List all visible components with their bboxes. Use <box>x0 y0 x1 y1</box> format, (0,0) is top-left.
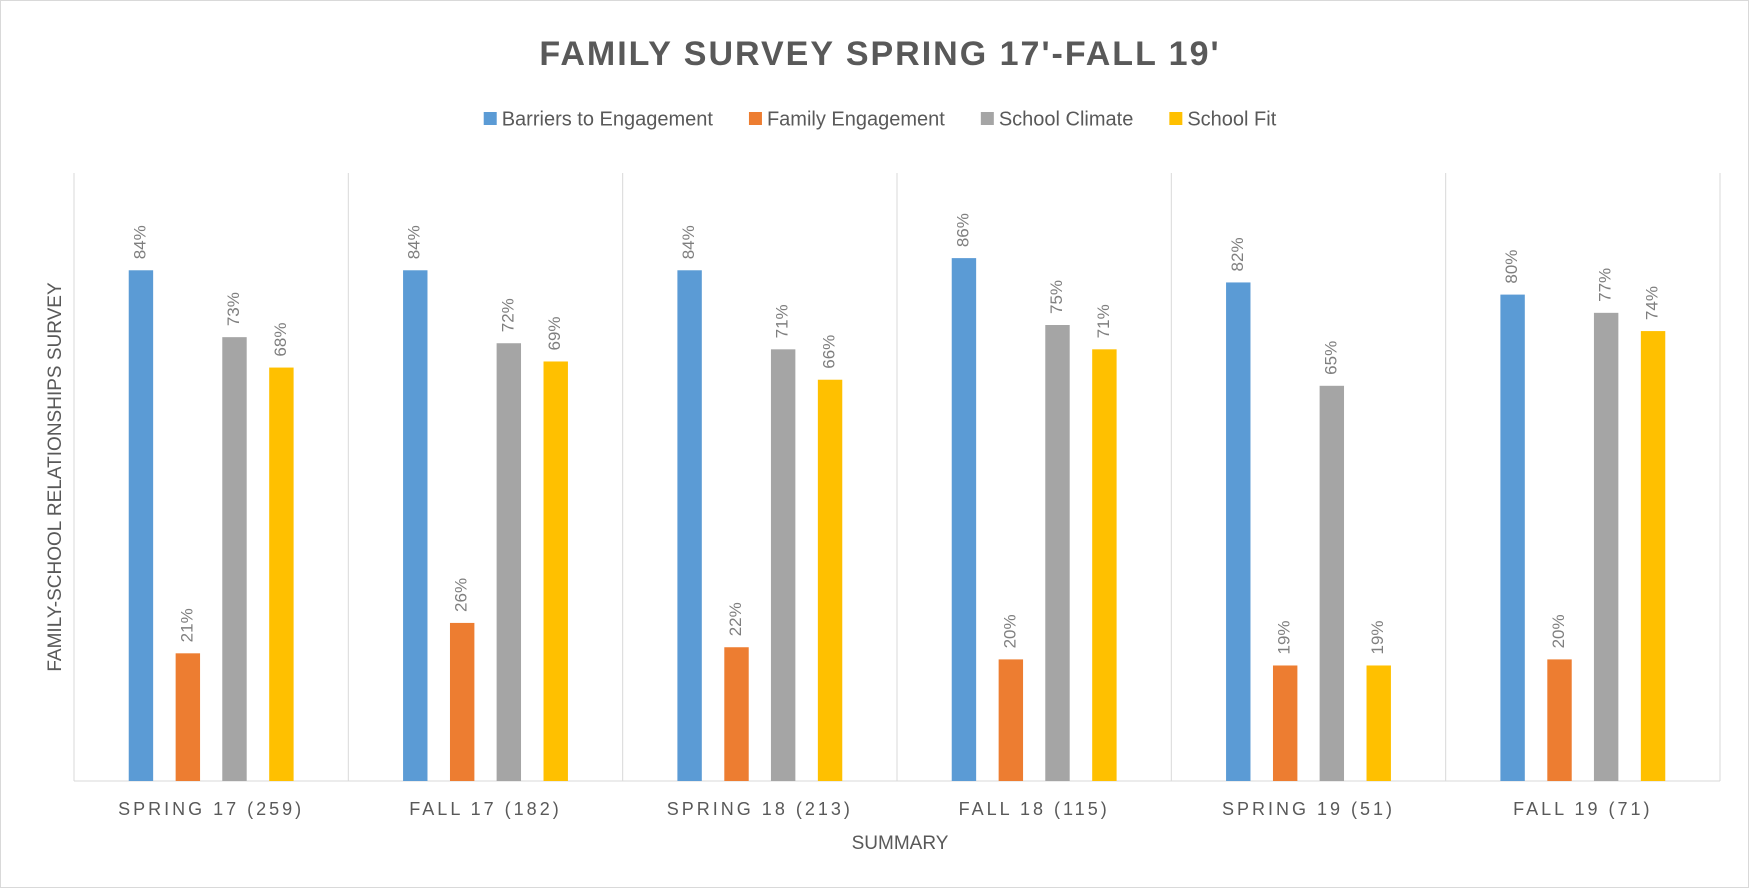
bar <box>951 258 977 781</box>
data-label: 20% <box>1549 614 1568 648</box>
data-label: 20% <box>1000 614 1019 648</box>
bar <box>1366 665 1391 781</box>
bar <box>543 361 568 781</box>
data-label: 77% <box>1596 268 1615 302</box>
bar <box>1272 665 1298 781</box>
bar <box>1045 325 1070 781</box>
chart-title: FAMILY SURVEY SPRING 17'-FALL 19' <box>539 35 1220 73</box>
x-axis-title: SUMMARY <box>852 833 949 854</box>
data-label: 26% <box>452 578 471 612</box>
data-label: 82% <box>1228 237 1247 271</box>
data-label: 74% <box>1643 286 1662 320</box>
data-label: 75% <box>1047 280 1066 314</box>
bar <box>1547 659 1572 781</box>
data-label: 66% <box>820 335 839 369</box>
x-tick-label: FALL 18 (115) <box>959 799 1110 819</box>
bar <box>496 343 522 781</box>
bar <box>1640 331 1666 781</box>
bar <box>817 379 843 781</box>
bar <box>269 367 294 781</box>
data-label: 72% <box>498 298 517 332</box>
bar <box>449 622 475 781</box>
legend-label: Family Engagement <box>767 108 945 130</box>
data-label: 22% <box>726 602 745 636</box>
bar <box>1500 294 1525 781</box>
x-tick-label: SPRING 17 (259) <box>118 799 304 819</box>
legend-marker <box>748 112 762 125</box>
data-label: 65% <box>1321 341 1340 375</box>
data-label: 84% <box>405 225 424 259</box>
data-label: 84% <box>130 225 149 259</box>
data-label: 19% <box>1275 620 1294 654</box>
x-tick-label: FALL 17 (182) <box>409 799 561 819</box>
legend-label: School Fit <box>1187 108 1276 130</box>
data-label: 68% <box>271 323 290 357</box>
x-tick-label: FALL 19 (71) <box>1513 799 1652 819</box>
data-label: 71% <box>1094 304 1113 338</box>
bar <box>677 270 702 781</box>
data-label: 69% <box>545 316 564 350</box>
data-label: 73% <box>224 292 243 326</box>
bar <box>1319 385 1345 781</box>
legend-label: School Climate <box>999 108 1134 130</box>
legend-marker <box>980 112 994 125</box>
data-label: 84% <box>679 225 698 259</box>
bar <box>1092 349 1117 781</box>
legend-label: Barriers to Engagement <box>502 108 714 130</box>
bar <box>770 349 796 781</box>
x-tick-label: SPRING 18 (213) <box>667 799 853 819</box>
data-label: 21% <box>177 608 196 642</box>
y-axis-title: FAMILY-SCHOOL RELATIONSHIPS SURVEY <box>45 282 66 672</box>
legend-marker <box>483 112 497 125</box>
bar <box>175 653 201 781</box>
bar <box>128 270 154 781</box>
bar <box>724 647 749 781</box>
data-label: 71% <box>773 304 792 338</box>
bar <box>998 659 1024 781</box>
bar <box>1226 282 1251 781</box>
data-label: 80% <box>1502 250 1521 284</box>
bar <box>403 270 428 781</box>
data-label: 19% <box>1368 620 1387 654</box>
x-tick-label: SPRING 19 (51) <box>1222 799 1395 819</box>
legend-marker <box>1169 112 1183 125</box>
bar <box>1593 312 1619 781</box>
data-label: 86% <box>953 213 972 247</box>
bar <box>222 337 247 781</box>
